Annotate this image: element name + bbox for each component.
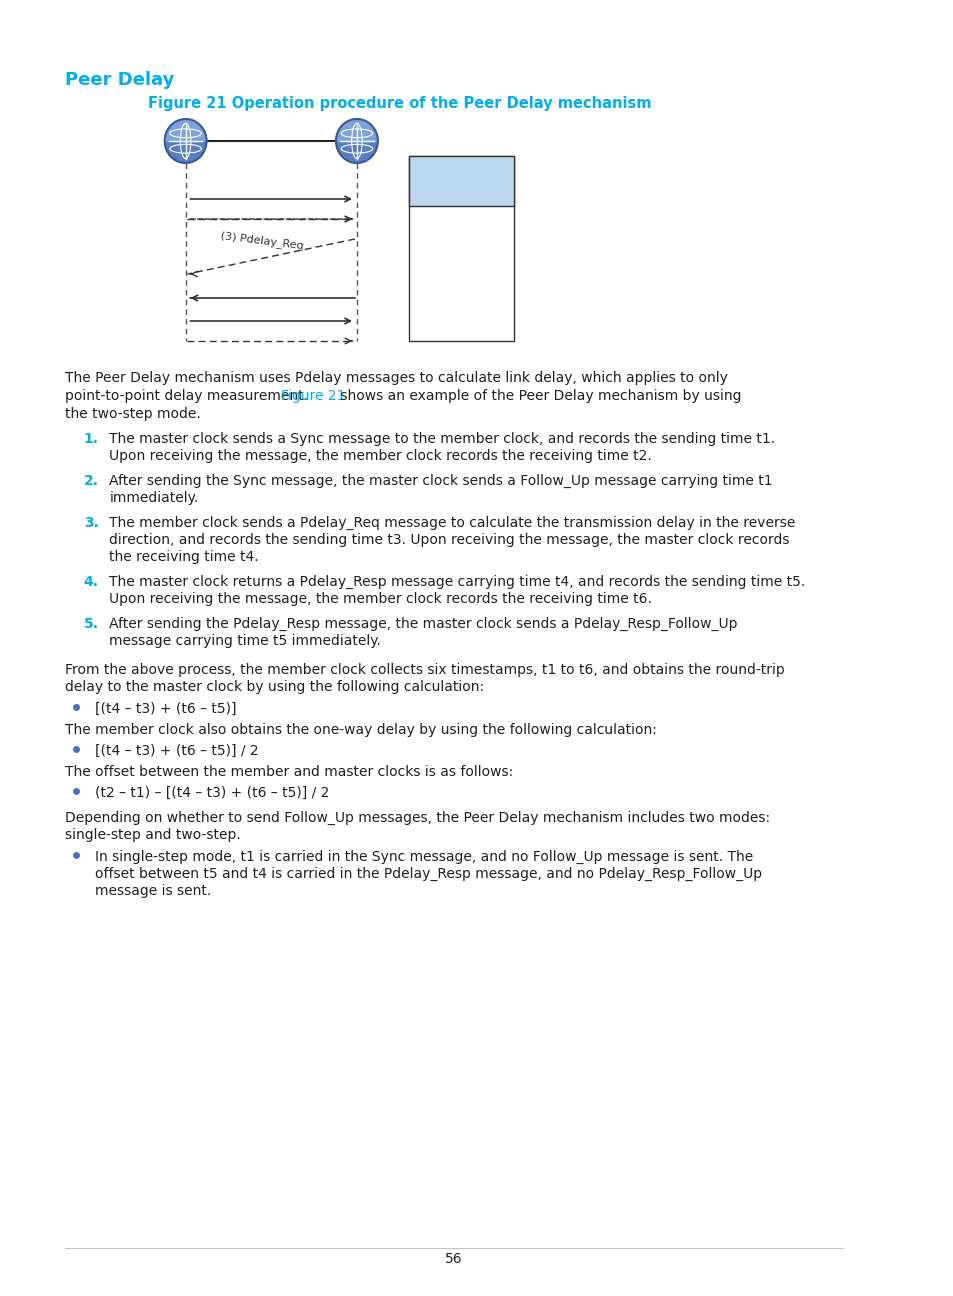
Text: Depending on whether to send Follow_Up messages, the Peer Delay mechanism includ: Depending on whether to send Follow_Up m… — [65, 811, 769, 826]
Text: The offset between the member and master clocks is as follows:: The offset between the member and master… — [65, 765, 513, 779]
Text: 56: 56 — [445, 1252, 462, 1266]
Text: direction, and records the sending time t3. Upon receiving the message, the mast: direction, and records the sending time … — [110, 533, 789, 547]
Text: delay to the master clock by using the following calculation:: delay to the master clock by using the f… — [65, 680, 483, 695]
Text: (3) Pdelay_Req: (3) Pdelay_Req — [219, 231, 303, 251]
Text: 4.: 4. — [84, 575, 99, 590]
Text: Upon receiving the message, the member clock records the receiving time t6.: Upon receiving the message, the member c… — [110, 592, 652, 607]
Text: (t2 – t1) – [(t4 – t3) + (t6 – t5)] / 2: (t2 – t1) – [(t4 – t3) + (t6 – t5)] / 2 — [95, 787, 329, 800]
Text: Upon receiving the message, the member clock records the receiving time t2.: Upon receiving the message, the member c… — [110, 450, 652, 463]
Text: the receiving time t4.: the receiving time t4. — [110, 551, 259, 564]
Text: point-to-point delay measurement.: point-to-point delay measurement. — [65, 389, 312, 403]
Text: Figure 21 Operation procedure of the Peer Delay mechanism: Figure 21 Operation procedure of the Pee… — [148, 96, 650, 111]
Text: offset between t5 and t4 is carried in the Pdelay_Resp message, and no Pdelay_Re: offset between t5 and t4 is carried in t… — [95, 867, 761, 881]
Text: message carrying time t5 immediately.: message carrying time t5 immediately. — [110, 634, 381, 648]
Text: Peer Delay: Peer Delay — [65, 71, 173, 89]
Text: 3.: 3. — [84, 516, 98, 530]
Text: The master clock sends a Sync message to the member clock, and records the sendi: The master clock sends a Sync message to… — [110, 432, 775, 446]
Text: Figure 21: Figure 21 — [280, 389, 345, 403]
Text: The member clock sends a Pdelay_Req message to calculate the transmission delay : The member clock sends a Pdelay_Req mess… — [110, 516, 795, 530]
Text: 2.: 2. — [84, 474, 99, 489]
Text: [(t4 – t3) + (t6 – t5)] / 2: [(t4 – t3) + (t6 – t5)] / 2 — [95, 744, 258, 758]
Wedge shape — [335, 119, 377, 141]
Text: In single-step mode, t1 is carried in the Sync message, and no Follow_Up message: In single-step mode, t1 is carried in th… — [95, 850, 753, 864]
Text: The member clock also obtains the one-way delay by using the following calculati: The member clock also obtains the one-wa… — [65, 723, 656, 737]
Text: 1.: 1. — [84, 432, 99, 446]
Wedge shape — [165, 119, 206, 141]
Text: [(t4 – t3) + (t6 – t5)]: [(t4 – t3) + (t6 – t5)] — [95, 702, 236, 717]
Text: After sending the Sync message, the master clock sends a Follow_Up message carry: After sending the Sync message, the mast… — [110, 474, 772, 489]
Circle shape — [335, 119, 377, 163]
Text: 5.: 5. — [84, 617, 99, 631]
Text: The master clock returns a Pdelay_Resp message carrying time t4, and records the: The master clock returns a Pdelay_Resp m… — [110, 575, 805, 590]
Text: single-step and two-step.: single-step and two-step. — [65, 828, 240, 842]
Text: The Peer Delay mechanism uses Pdelay messages to calculate link delay, which app: The Peer Delay mechanism uses Pdelay mes… — [65, 371, 727, 385]
Text: shows an example of the Peer Delay mechanism by using: shows an example of the Peer Delay mecha… — [335, 389, 740, 403]
Bar — [409, 156, 514, 206]
Text: After sending the Pdelay_Resp message, the master clock sends a Pdelay_Resp_Foll: After sending the Pdelay_Resp message, t… — [110, 617, 738, 631]
Text: the two-step mode.: the two-step mode. — [65, 407, 200, 421]
Bar — [409, 156, 514, 341]
Text: message is sent.: message is sent. — [95, 884, 212, 898]
Text: From the above process, the member clock collects six timestamps, t1 to t6, and : From the above process, the member clock… — [65, 664, 783, 678]
Circle shape — [165, 119, 206, 163]
Text: immediately.: immediately. — [110, 491, 198, 505]
